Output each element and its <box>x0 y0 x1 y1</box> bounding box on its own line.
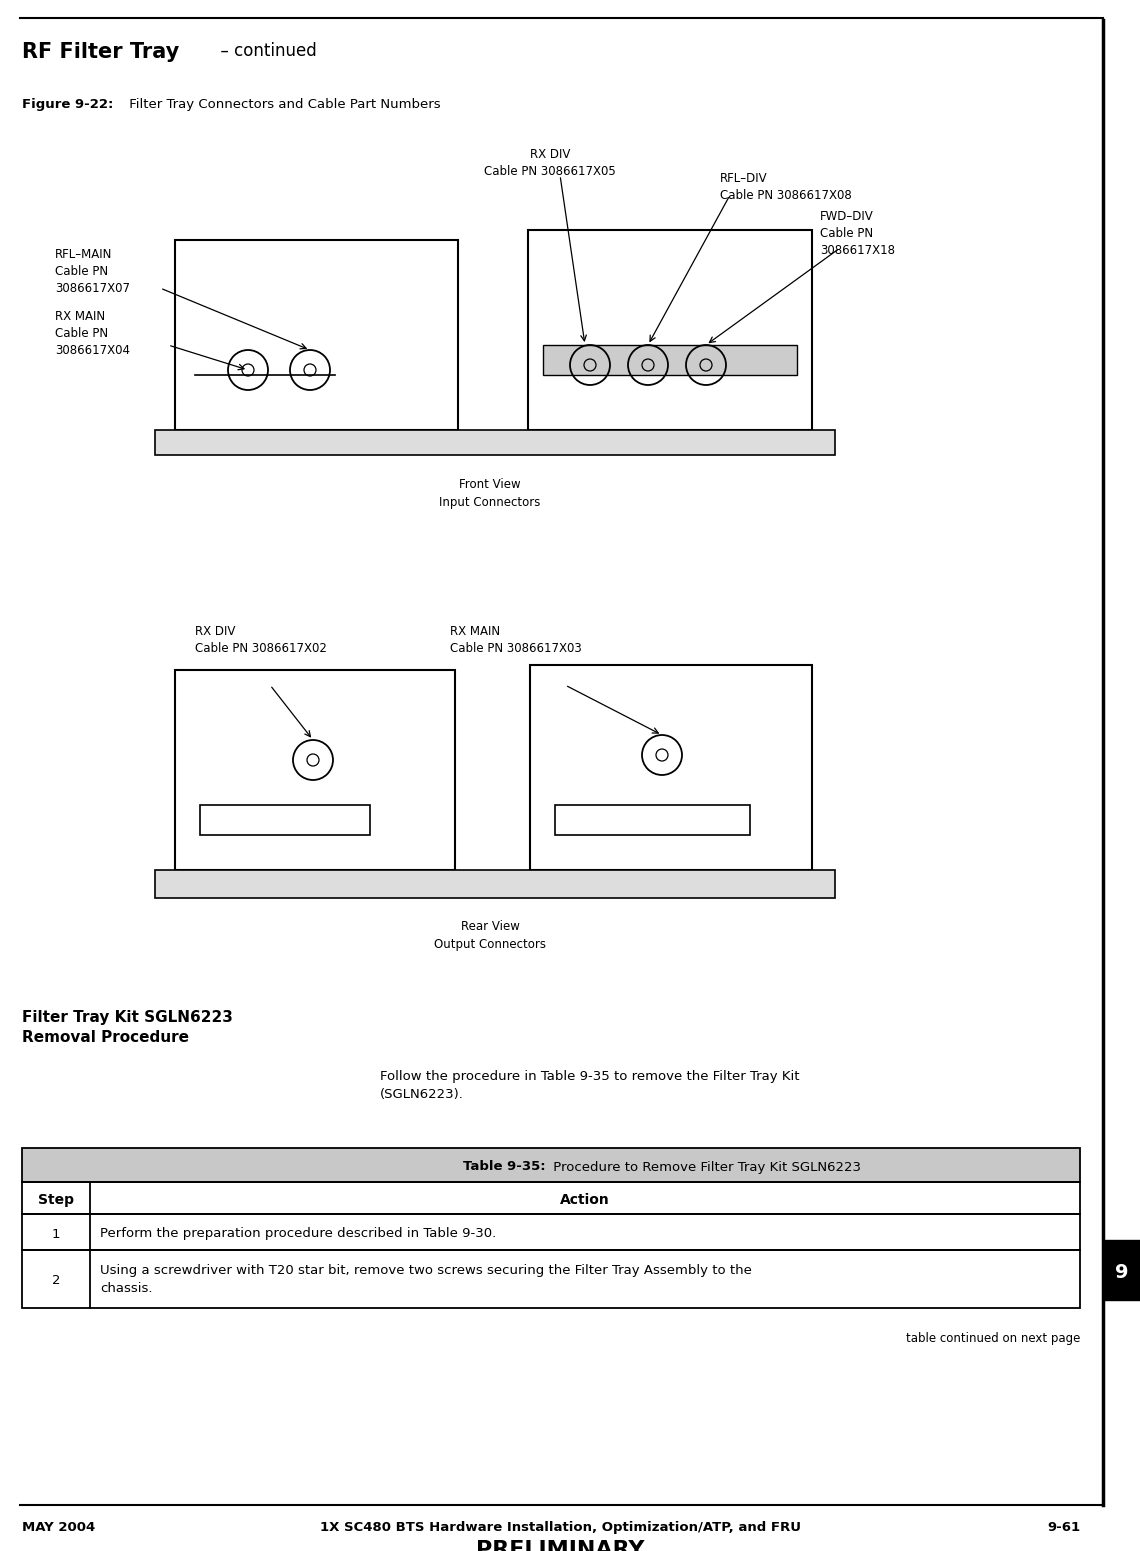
Text: Removal Procedure: Removal Procedure <box>22 1030 189 1045</box>
Text: Step: Step <box>38 1193 74 1207</box>
Text: RX MAIN
Cable PN 3086617X03: RX MAIN Cable PN 3086617X03 <box>450 625 581 655</box>
Bar <box>22 1148 1080 1182</box>
Text: Front View
Input Connectors: Front View Input Connectors <box>439 478 540 509</box>
Text: Figure 9-22:: Figure 9-22: <box>22 98 113 112</box>
Text: RX DIV
Cable PN 3086617X02: RX DIV Cable PN 3086617X02 <box>195 625 327 655</box>
Text: Table 9-35:: Table 9-35: <box>463 1160 546 1174</box>
Text: Follow the procedure in Table 9-35 to remove the Filter Tray Kit
(SGLN6223).: Follow the procedure in Table 9-35 to re… <box>380 1070 799 1101</box>
Text: MAY 2004: MAY 2004 <box>22 1522 96 1534</box>
Bar <box>176 670 455 870</box>
Bar <box>530 665 812 870</box>
Text: 1X SC480 BTS Hardware Installation, Optimization/ATP, and FRU: 1X SC480 BTS Hardware Installation, Opti… <box>319 1522 800 1534</box>
Bar <box>176 240 458 430</box>
Text: RFL–DIV
Cable PN 3086617X08: RFL–DIV Cable PN 3086617X08 <box>720 172 852 202</box>
Bar <box>555 805 750 834</box>
Text: Action: Action <box>560 1193 610 1207</box>
Text: RFL–MAIN
Cable PN
3086617X07: RFL–MAIN Cable PN 3086617X07 <box>55 248 130 295</box>
Text: PRELIMINARY: PRELIMINARY <box>475 1540 644 1551</box>
Bar <box>543 344 797 375</box>
Text: RX DIV
Cable PN 3086617X05: RX DIV Cable PN 3086617X05 <box>484 147 616 178</box>
Text: Procedure to Remove Filter Tray Kit SGLN6223: Procedure to Remove Filter Tray Kit SGLN… <box>549 1160 861 1174</box>
Bar <box>155 430 834 454</box>
Bar <box>155 870 834 898</box>
Bar <box>528 230 812 430</box>
Text: Filter Tray Kit SGLN6223: Filter Tray Kit SGLN6223 <box>22 1010 233 1025</box>
Bar <box>1104 1239 1140 1300</box>
Text: 9-61: 9-61 <box>1047 1522 1080 1534</box>
Text: FWD–DIV
Cable PN
3086617X18: FWD–DIV Cable PN 3086617X18 <box>820 209 895 257</box>
Bar <box>22 1214 1080 1250</box>
Text: – continued: – continued <box>210 42 317 60</box>
Text: Perform the preparation procedure described in Table 9-30.: Perform the preparation procedure descri… <box>100 1227 496 1241</box>
Text: RX MAIN
Cable PN
3086617X04: RX MAIN Cable PN 3086617X04 <box>55 310 130 357</box>
Text: table continued on next page: table continued on next page <box>905 1332 1080 1345</box>
Text: Rear View
Output Connectors: Rear View Output Connectors <box>434 920 546 951</box>
Text: RF Filter Tray: RF Filter Tray <box>22 42 179 62</box>
Bar <box>22 1250 1080 1307</box>
Text: 1: 1 <box>51 1227 60 1241</box>
Bar <box>200 805 370 834</box>
Bar <box>22 1182 1080 1214</box>
Text: 2: 2 <box>51 1275 60 1287</box>
Text: Filter Tray Connectors and Cable Part Numbers: Filter Tray Connectors and Cable Part Nu… <box>125 98 441 112</box>
Text: 9: 9 <box>1115 1263 1129 1281</box>
Text: Using a screwdriver with T20 star bit, remove two screws securing the Filter Tra: Using a screwdriver with T20 star bit, r… <box>100 1264 752 1295</box>
